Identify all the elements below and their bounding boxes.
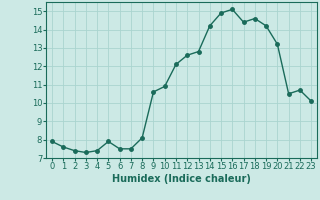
X-axis label: Humidex (Indice chaleur): Humidex (Indice chaleur) [112, 174, 251, 184]
